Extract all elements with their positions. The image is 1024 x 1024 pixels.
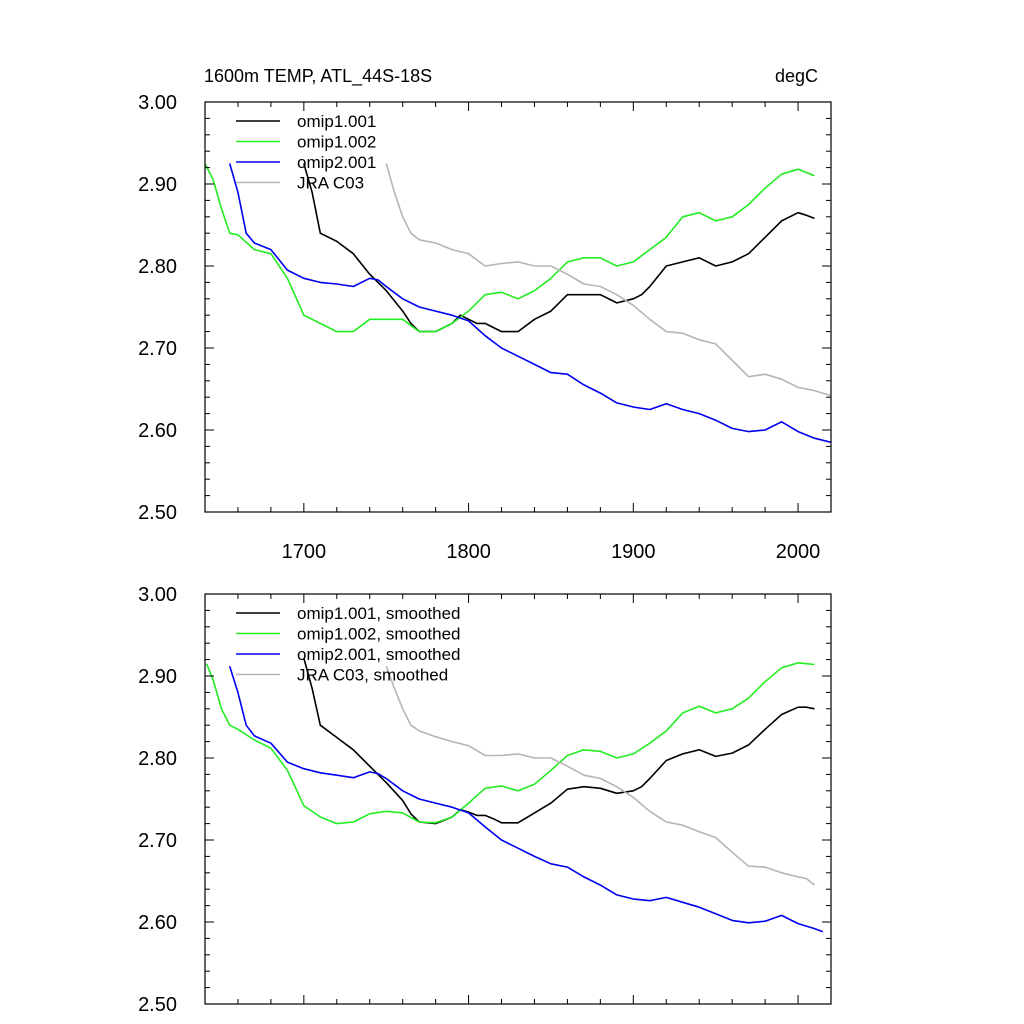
y-tick-label: 2.50 [138, 994, 177, 1016]
x-tick-label: 1800 [446, 541, 491, 563]
x-tick-label: 1900 [611, 541, 656, 563]
bottom-panel: 2.50 2.60 2.70 2.80 2.90 3.00 omip1.001, smoot… [138, 584, 832, 1016]
y-tick-label: 3.00 [138, 584, 177, 606]
y-tick-label: 2.80 [138, 256, 177, 278]
chart-title: 1600m TEMP, ATL_44S-18S [204, 66, 432, 87]
y-tick-label: 2.60 [138, 912, 177, 934]
legend-label: omip1.002, smoothed [297, 625, 461, 644]
y-tick-label: 2.80 [138, 748, 177, 770]
y-tick-label: 2.90 [138, 174, 177, 196]
legend-label: omip1.002 [297, 133, 376, 152]
series-line-2 [204, 163, 815, 333]
series-line-1 [303, 657, 815, 825]
legend-label: omip2.001, smoothed [297, 645, 461, 664]
series-line-1 [303, 163, 815, 333]
legend-label: JRA C03 [297, 174, 364, 193]
legend-label: omip2.001 [297, 153, 376, 172]
series-line-4 [385, 665, 816, 886]
legend-label: omip1.001, smoothed [297, 604, 461, 623]
legend-label: JRA C03, smoothed [297, 666, 448, 685]
series-line-2 [205, 662, 815, 825]
legend-label: omip1.001 [297, 112, 376, 131]
plot-frame [204, 101, 832, 513]
x-tick-label: 2000 [776, 541, 821, 563]
y-tick-label: 2.60 [138, 420, 177, 442]
series-line-3 [228, 163, 832, 444]
y-tick-label: 2.90 [138, 666, 177, 688]
y-tick-label: 3.00 [138, 92, 177, 114]
units-label: degC [775, 66, 818, 86]
top-panel: 1600m TEMP, ATL_44S-18S degC 2.50 2.60 2.7… [138, 66, 832, 563]
plot-frame [204, 593, 832, 1005]
y-tick-label: 2.70 [138, 830, 177, 852]
x-tick-label: 1700 [282, 541, 327, 563]
y-tick-label: 2.50 [138, 502, 177, 524]
series-line-3 [228, 665, 824, 933]
series-line-4 [385, 163, 832, 397]
y-tick-label: 2.70 [138, 338, 177, 360]
